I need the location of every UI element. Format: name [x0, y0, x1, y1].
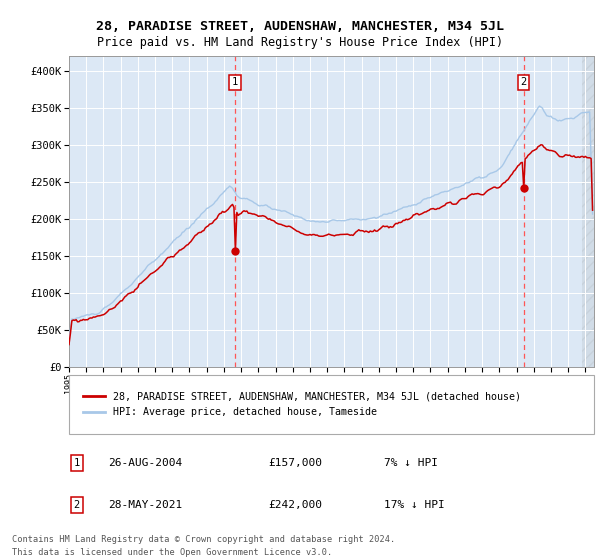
Text: £157,000: £157,000 [269, 458, 323, 468]
Text: 2: 2 [521, 77, 527, 87]
Text: 2: 2 [74, 500, 80, 510]
Legend: 28, PARADISE STREET, AUDENSHAW, MANCHESTER, M34 5JL (detached house), HPI: Avera: 28, PARADISE STREET, AUDENSHAW, MANCHEST… [79, 388, 525, 421]
Text: £242,000: £242,000 [269, 500, 323, 510]
Text: 1: 1 [74, 458, 80, 468]
Text: 28, PARADISE STREET, AUDENSHAW, MANCHESTER, M34 5JL: 28, PARADISE STREET, AUDENSHAW, MANCHEST… [96, 20, 504, 32]
Text: 17% ↓ HPI: 17% ↓ HPI [384, 500, 445, 510]
Text: 28-MAY-2021: 28-MAY-2021 [109, 500, 182, 510]
Text: 26-AUG-2004: 26-AUG-2004 [109, 458, 182, 468]
Text: 7% ↓ HPI: 7% ↓ HPI [384, 458, 438, 468]
Text: Price paid vs. HM Land Registry's House Price Index (HPI): Price paid vs. HM Land Registry's House … [97, 36, 503, 49]
Text: Contains HM Land Registry data © Crown copyright and database right 2024.
This d: Contains HM Land Registry data © Crown c… [12, 535, 395, 557]
Bar [583, 56, 594, 367]
Text: 1: 1 [232, 77, 238, 87]
